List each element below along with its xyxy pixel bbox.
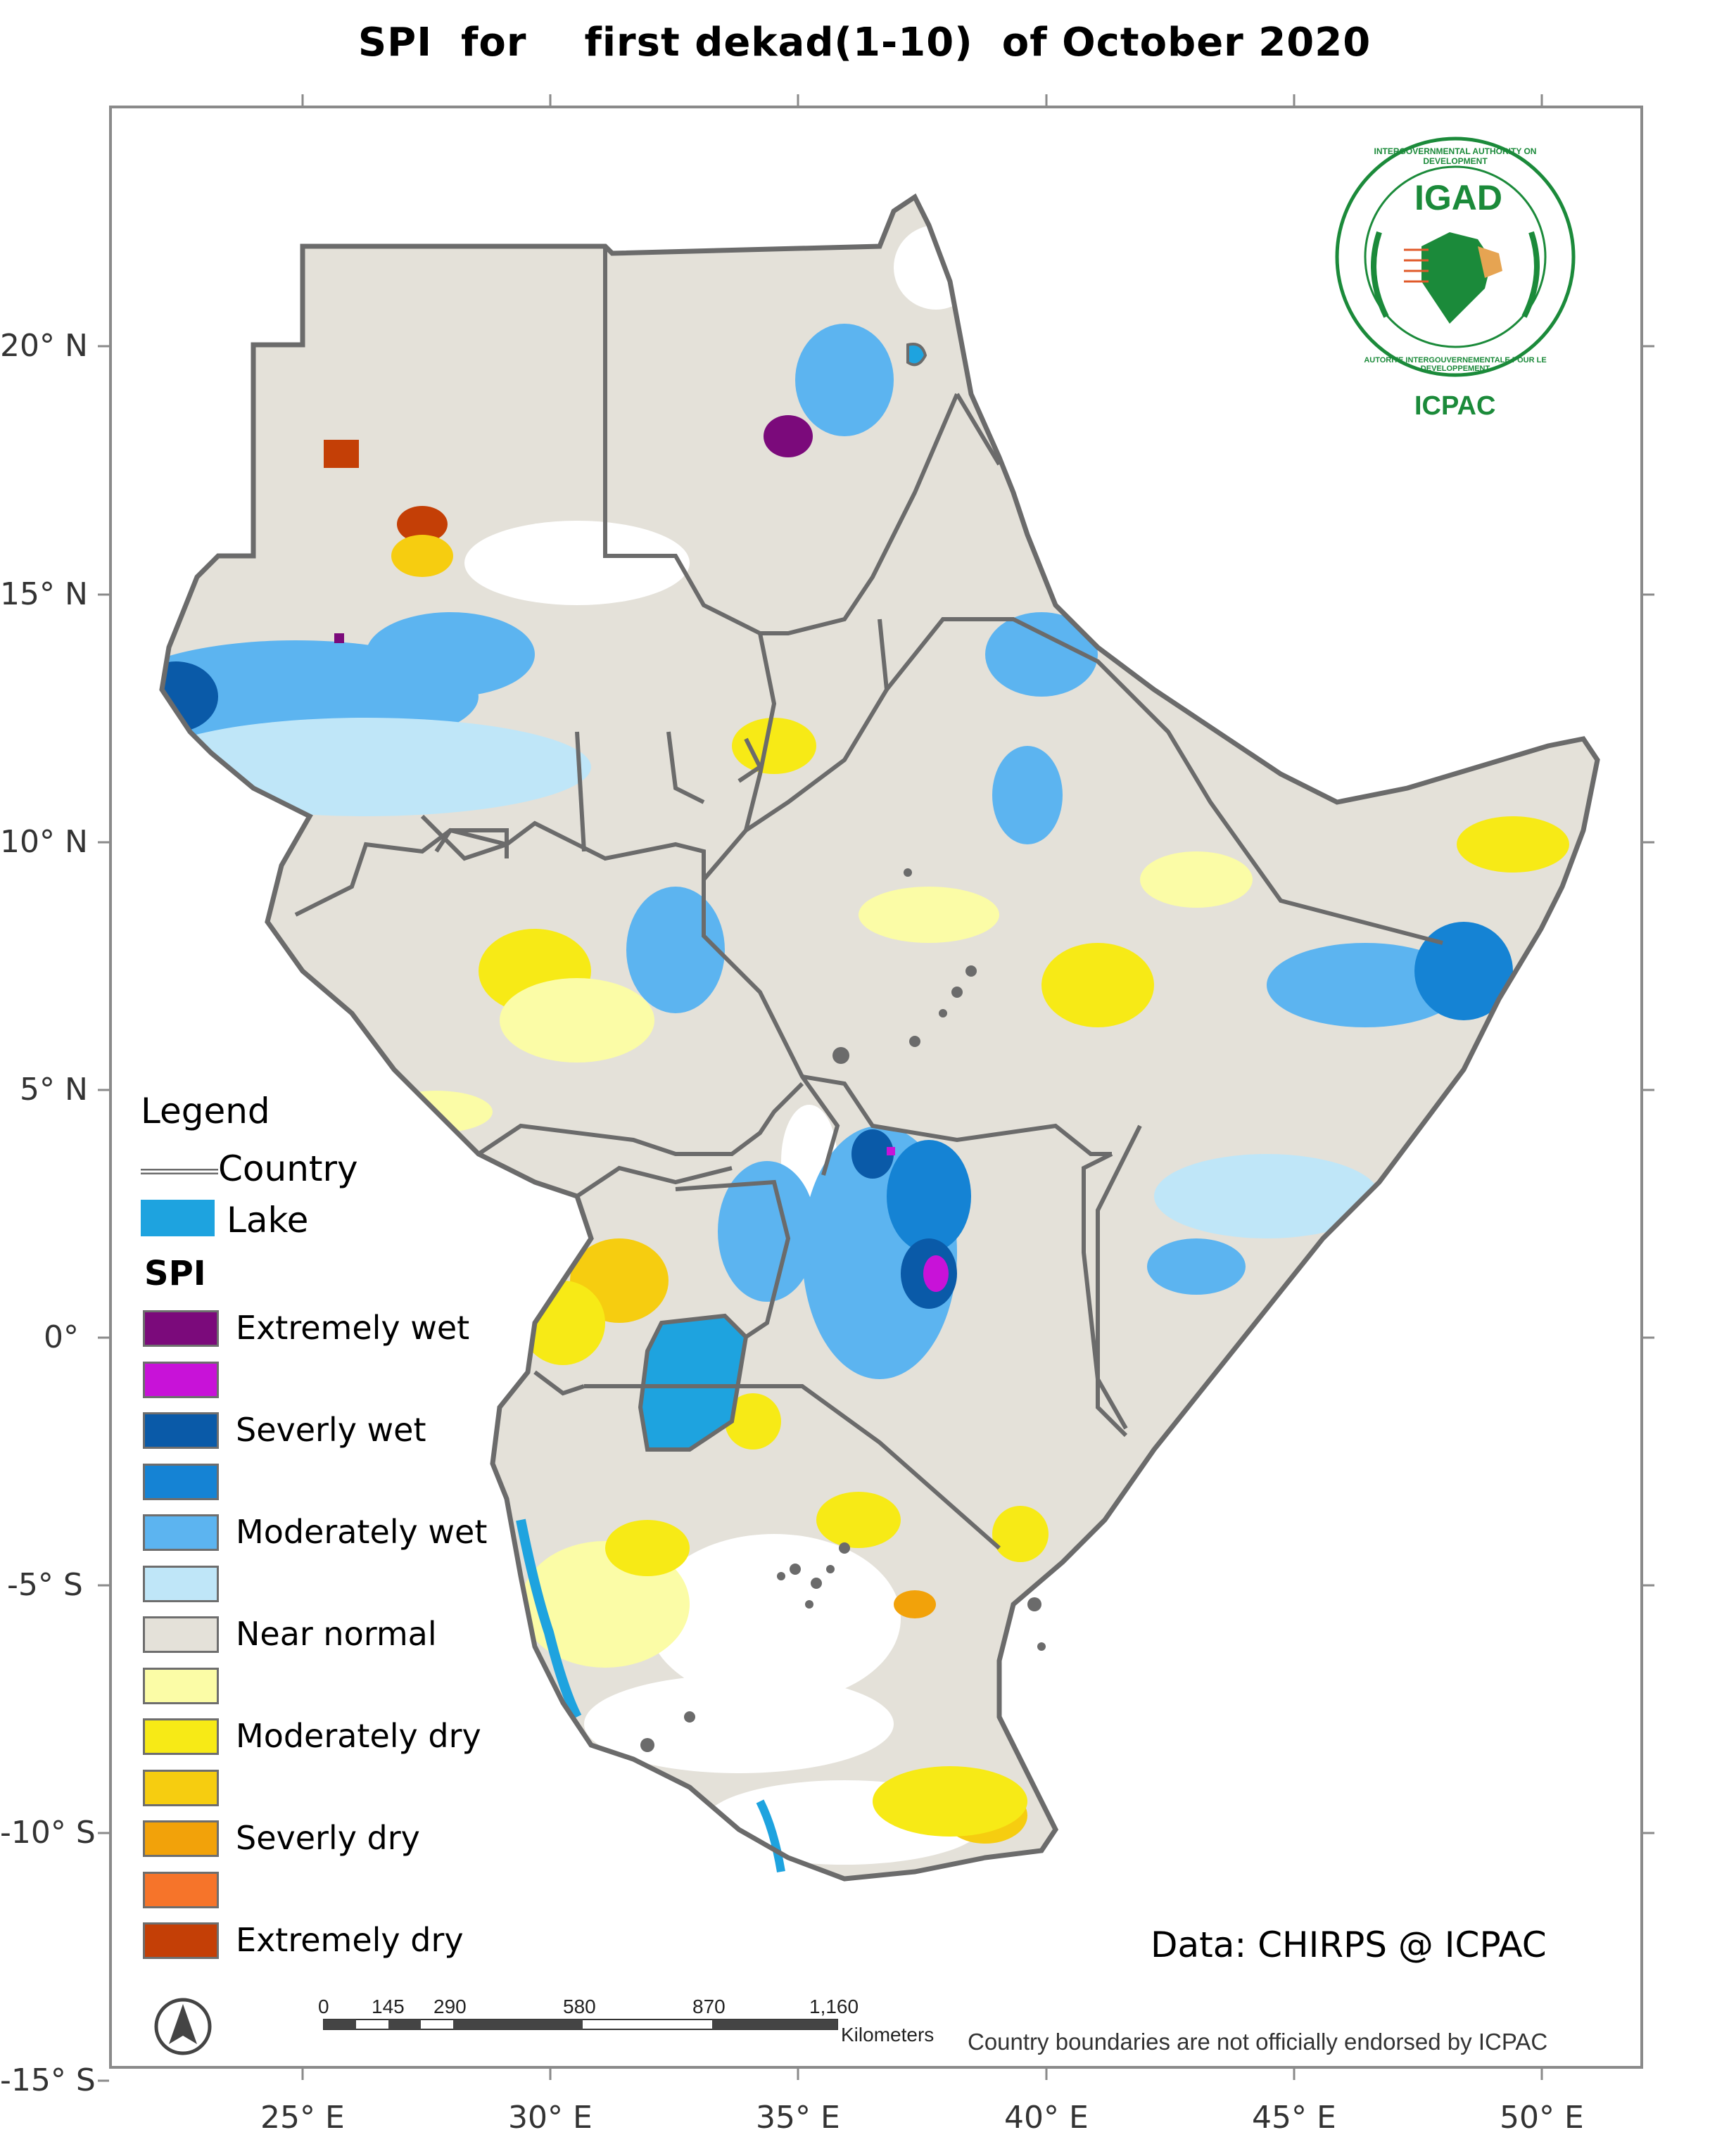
x-tick-label: 25° E: [260, 2100, 345, 2136]
legend-swatch: [143, 1566, 219, 1602]
scale-label: 580: [563, 1996, 596, 2017]
scale-label: 145: [372, 1996, 405, 2017]
legend-swatch: [143, 1362, 219, 1398]
legend-class-label: Severly wet: [236, 1411, 426, 1449]
map-title: SPI for first dekad(1-10) of October 202…: [357, 20, 1372, 65]
x-tick-label: 35° E: [756, 2100, 840, 2136]
north-arrow-icon: [154, 1998, 212, 2055]
axis-ticks: [98, 94, 1654, 2082]
x-tick-label: 40° E: [1004, 2100, 1089, 2136]
country-legend-label: Country: [218, 1148, 358, 1189]
legend-swatch: [143, 1514, 219, 1551]
logo-ring-top: INTERGOVERNMENTAL AUTHORITY ON DEVELOPME…: [1374, 146, 1537, 166]
y-tick-label: 5° N: [20, 1072, 88, 1108]
legend-swatch: [143, 1872, 219, 1908]
logo-acronym: IGAD: [1414, 178, 1502, 217]
y-tick-label: -5° S: [7, 1567, 83, 1603]
lake-legend-label: Lake: [227, 1200, 309, 1241]
legend-swatch: [143, 1922, 219, 1959]
y-tick-label: -10° S: [0, 1815, 96, 1851]
scale-label: 0: [318, 1996, 329, 2017]
lake-victoria: [638, 1313, 749, 1452]
igad-logo: [1335, 137, 1576, 377]
y-tick-label: 10° N: [0, 824, 88, 860]
scale-label: 290: [433, 1996, 467, 2017]
logo-subtitle: ICPAC: [1414, 391, 1496, 421]
legend-swatch: [143, 1464, 219, 1500]
legend-swatch: [143, 1412, 219, 1449]
scale-bar: [323, 2019, 838, 2030]
x-tick-label: 30° E: [508, 2100, 593, 2136]
boundary-disclaimer: Country boundaries are not officially en…: [968, 2029, 1548, 2055]
map-frame: [109, 106, 1643, 2069]
legend-class-label: Moderately dry: [236, 1717, 481, 1755]
country-boundaries: [294, 246, 1443, 1550]
legend-swatch: [143, 1310, 219, 1347]
y-tick-label: 20° N: [0, 328, 88, 364]
y-tick-label: 0°: [44, 1319, 79, 1355]
lake-legend-swatch: [141, 1200, 215, 1236]
legend-class-label: Severly dry: [236, 1819, 420, 1857]
legend-title: Legend: [141, 1091, 270, 1131]
legend-class-label: Extremely dry: [236, 1921, 464, 1959]
legend-swatch: [143, 1718, 219, 1755]
y-tick-label: -15° S: [0, 2062, 96, 2098]
legend-class-label: Moderately wet: [236, 1513, 488, 1551]
scale-unit: Kilometers: [841, 2024, 935, 2046]
spi-legend-title: SPI: [144, 1254, 206, 1293]
legend-swatch: [143, 1616, 219, 1653]
x-tick-label: 50° E: [1500, 2100, 1584, 2136]
scale-label: 870: [692, 1996, 726, 2017]
legend-swatch: [143, 1668, 219, 1704]
y-tick-label: 15° N: [0, 576, 88, 612]
logo-ring-bottom: AUTORITE INTERGOUVERNEMENTALE POUR LE DE…: [1364, 356, 1547, 373]
scale-label: 1,160: [809, 1996, 859, 2017]
legend-class-label: Extremely wet: [236, 1309, 470, 1347]
legend-swatch: [143, 1820, 219, 1857]
x-tick-label: 45° E: [1252, 2100, 1336, 2136]
legend-class-label: Near normal: [236, 1615, 437, 1653]
data-credit: Data: CHIRPS @ ICPAC: [1151, 1924, 1547, 1965]
legend-swatch: [143, 1770, 219, 1806]
